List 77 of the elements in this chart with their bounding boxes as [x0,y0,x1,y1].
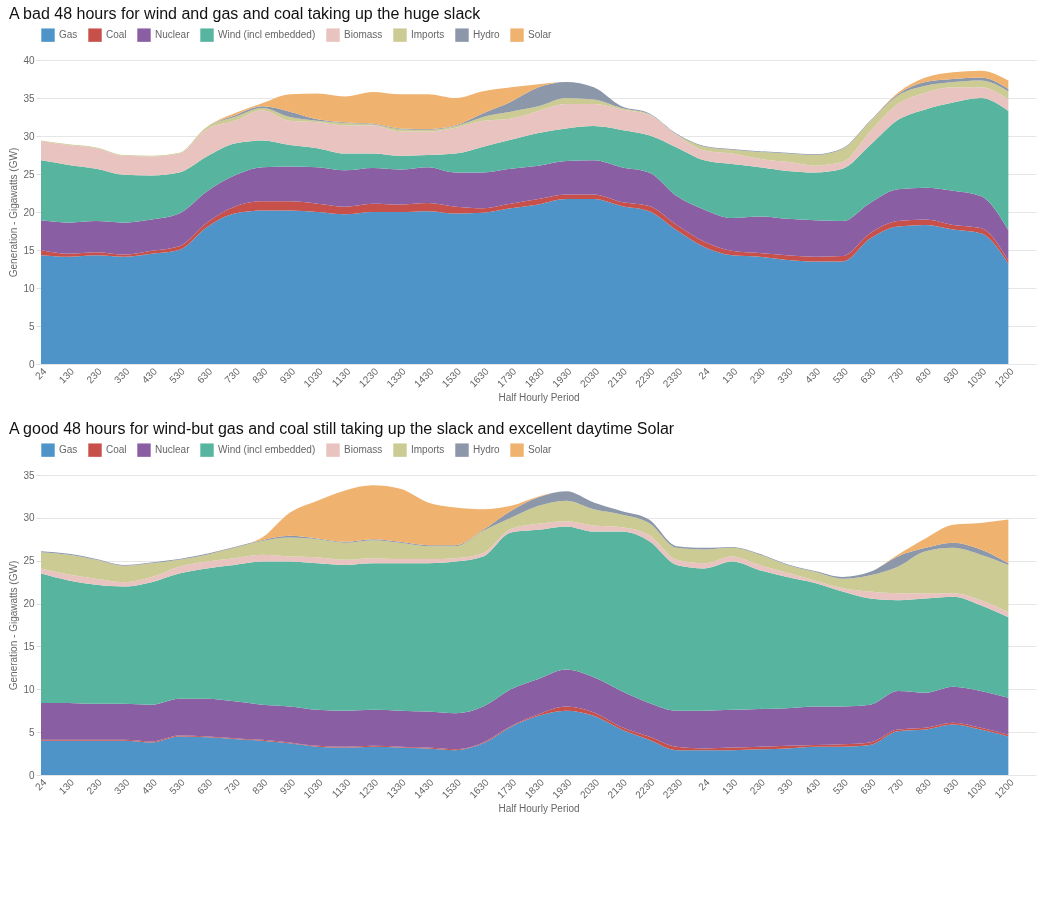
x-tick-label: 230 [84,776,105,797]
x-tick-label: 530 [167,365,188,386]
chart-title: A bad 48 hours for wind and gas and coal taking up the huge slack [8,5,482,22]
x-tick-label: 330 [111,365,132,386]
legend-label: Biomass [344,29,383,41]
legend-label: Wind (incl embedded) [218,444,316,456]
y-tick-label: 25 [23,555,35,567]
x-tick-label: 830 [913,776,934,797]
x-tick-label: 530 [167,776,188,797]
legend-label: Solar [528,444,553,456]
x-tick-label: 630 [194,365,215,386]
legend-label: Biomass [344,444,383,456]
x-tick-label: 630 [858,365,879,386]
x-tick-label: 630 [194,776,215,797]
legend-label: Imports [411,29,445,41]
y-tick-label: 15 [23,640,35,652]
legend-label: Solar [528,29,553,41]
y-tick-label: 0 [28,769,35,781]
legend-label: Gas [59,444,78,456]
y-tick-label: 30 [23,512,35,524]
chart-title: A good 48 hours for wind-but gas and coal still taking up the slack and excellent daytime Solar [8,420,675,437]
y-tick-label: 30 [23,130,35,142]
x-tick-label: 630 [858,776,879,797]
legend-label: Hydro [473,29,501,41]
y-tick-label: 35 [23,469,35,481]
x-tick-label: 230 [747,365,768,386]
x-tick-label: 930 [941,365,961,386]
legend-label: Coal [106,29,127,41]
x-tick-label: 830 [250,365,270,386]
x-tick-label: 930 [277,365,298,386]
x-tick-label: 430 [802,365,823,386]
legend-label: Imports [411,444,445,456]
y-tick-label: 35 [23,92,35,104]
x-tick-label: 430 [139,776,160,797]
x-tick-label: 130 [56,365,77,386]
x-tick-label: 24 [696,776,713,793]
x-tick-label: 430 [139,365,160,386]
y-tick-label: 5 [28,320,35,332]
x-tick-label: 830 [250,776,270,797]
x-tick-label: 130 [719,365,740,386]
x-tick-label: 830 [913,365,934,386]
x-axis-title: Half Hourly Period [498,803,580,815]
y-tick-label: 40 [23,54,35,66]
x-tick-label: 24 [696,365,713,382]
x-tick-label: 330 [775,365,796,386]
legend-label: Hydro [473,444,501,456]
x-tick-label: 330 [111,776,132,797]
y-tick-label: 0 [28,358,35,370]
y-tick-label: 10 [23,282,35,294]
y-axis-title: Generation - Gigawatts (GW) [8,147,20,278]
legend-label: Coal [106,444,127,456]
x-tick-label: 330 [775,776,796,797]
x-tick-label: 230 [84,365,105,386]
y-tick-label: 10 [23,683,35,695]
x-tick-label: 930 [941,776,961,797]
x-tick-label: 130 [56,776,77,797]
legend-label: Nuclear [155,29,191,41]
y-tick-label: 25 [23,168,35,180]
x-tick-label: 130 [719,776,740,797]
x-tick-label: 530 [830,776,851,797]
legend-label: Gas [59,29,78,41]
x-tick-label: 430 [802,776,823,797]
x-tick-label: 730 [222,365,243,386]
x-tick-label: 730 [222,776,243,797]
x-tick-label: 930 [277,776,298,797]
legend-label: Wind (incl embedded) [218,29,316,41]
x-tick-label: 730 [885,365,906,386]
legend-label: Nuclear [155,444,191,456]
y-tick-label: 15 [23,244,35,256]
x-tick-label: 730 [885,776,906,797]
x-tick-label: 230 [747,776,768,797]
y-tick-label: 20 [23,598,35,610]
y-tick-label: 5 [28,726,35,738]
x-axis-title: Half Hourly Period [498,392,580,404]
y-axis-title: Generation - Gigawatts (GW) [8,560,20,691]
x-tick-label: 530 [830,365,851,386]
y-tick-label: 20 [23,206,35,218]
